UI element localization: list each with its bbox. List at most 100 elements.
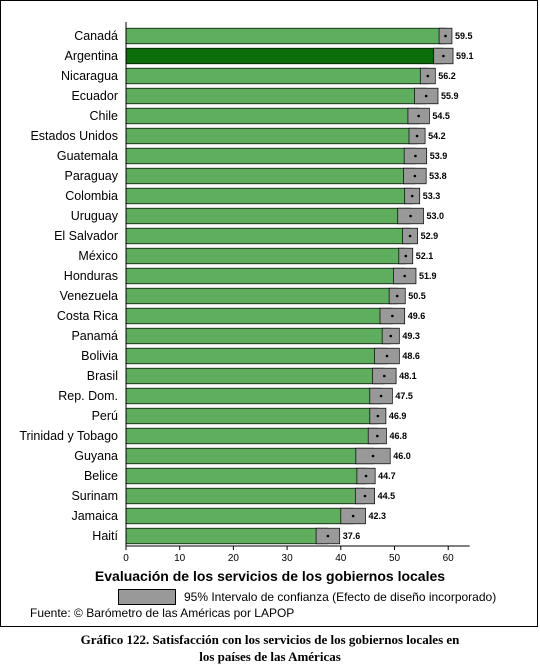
- category-label-5: Estados Unidos: [30, 129, 118, 143]
- point-marker-19: [376, 414, 380, 418]
- category-label-22: Belice: [84, 469, 118, 483]
- bar-14: [125, 307, 393, 325]
- category-label-2: Nicaragua: [61, 69, 118, 83]
- point-marker-25: [326, 534, 330, 538]
- bar-12: [125, 267, 406, 285]
- x-tick-label-5: 50: [389, 553, 401, 564]
- x-tick-label-3: 30: [282, 553, 294, 564]
- category-label-18: Rep. Dom.: [58, 389, 118, 403]
- bar-16: [125, 347, 388, 365]
- point-marker-7: [413, 174, 417, 178]
- point-marker-6: [414, 154, 417, 158]
- bar-7: [125, 167, 416, 185]
- value-label-7: 53.8: [429, 171, 447, 181]
- point-marker-16: [385, 354, 389, 358]
- bar-23: [125, 487, 366, 505]
- point-marker-24: [351, 514, 355, 518]
- bar-9: [125, 207, 411, 225]
- bar-24: [125, 507, 354, 525]
- point-marker-18: [379, 394, 383, 398]
- point-marker-20: [376, 434, 379, 438]
- value-label-0: 59.5: [455, 31, 473, 41]
- value-label-8: 53.3: [423, 191, 441, 201]
- value-label-18: 47.5: [395, 391, 413, 401]
- figure-caption: Gráfico 122. Satisfacción con los servic…: [0, 631, 540, 665]
- point-marker-9: [409, 214, 412, 218]
- bar-11: [125, 247, 407, 265]
- value-label-11: 52.1: [416, 251, 434, 261]
- value-label-3: 55.9: [441, 91, 459, 101]
- bar-10: [125, 227, 411, 245]
- value-label-4: 54.5: [432, 111, 450, 121]
- x-tick-label-1: 10: [174, 553, 186, 564]
- value-label-25: 37.6: [343, 531, 361, 541]
- category-label-1: Argentina: [64, 49, 118, 63]
- value-label-23: 44.5: [378, 491, 396, 501]
- point-marker-21: [371, 454, 375, 458]
- point-marker-3: [424, 94, 428, 98]
- category-label-9: Uruguay: [71, 209, 119, 223]
- value-label-17: 48.1: [399, 371, 417, 381]
- point-marker-13: [395, 294, 399, 298]
- category-label-19: Perú: [92, 409, 118, 423]
- category-label-12: Honduras: [64, 269, 118, 283]
- point-marker-11: [404, 254, 408, 258]
- bar-18: [125, 387, 382, 405]
- value-label-2: 56.2: [438, 71, 456, 81]
- bar-25: [125, 527, 329, 545]
- bar-5: [125, 127, 418, 145]
- category-label-8: Colombia: [65, 189, 118, 203]
- bar-13: [125, 287, 398, 305]
- value-label-6: 53.9: [430, 151, 448, 161]
- x-tick-label-2: 20: [228, 553, 240, 564]
- point-marker-10: [408, 234, 412, 238]
- value-label-15: 49.3: [402, 331, 420, 341]
- bar-6: [125, 147, 416, 165]
- category-label-4: Chile: [90, 109, 119, 123]
- category-label-6: Guatemala: [57, 149, 118, 163]
- category-label-13: Venezuela: [60, 289, 118, 303]
- x-axis-title: Evaluación de los servicios de los gobie…: [94, 568, 446, 584]
- bar-chart: Canadá 59.5 Argentina 59.1 Nicaragua 56.2 Ecua…: [19, 22, 474, 564]
- point-marker-23: [363, 494, 367, 498]
- category-label-7: Paraguay: [64, 169, 118, 183]
- value-label-22: 44.7: [378, 471, 396, 481]
- category-label-25: Haití: [92, 529, 118, 543]
- category-label-23: Surinam: [71, 489, 118, 503]
- value-label-1: 59.1: [456, 51, 474, 61]
- value-label-10: 52.9: [421, 231, 439, 241]
- bar-17: [125, 367, 385, 385]
- category-label-16: Bolivia: [81, 349, 118, 363]
- point-marker-14: [391, 314, 394, 318]
- bar-20: [125, 427, 378, 445]
- value-label-13: 50.5: [408, 291, 426, 301]
- category-label-3: Ecuador: [71, 89, 118, 103]
- value-label-14: 49.6: [408, 311, 426, 321]
- bar-21: [125, 447, 374, 465]
- point-marker-0: [444, 34, 447, 38]
- value-label-5: 54.2: [428, 131, 446, 141]
- bar-0: [125, 27, 446, 45]
- x-tick-label-4: 40: [335, 553, 347, 564]
- x-tick-label-6: 60: [443, 553, 455, 564]
- chart-frame: [0, 0, 538, 627]
- legend: 95% Intervalo de confianza (Efecto de di…: [118, 589, 496, 605]
- bar-15: [125, 327, 392, 345]
- bar-8: [125, 187, 413, 205]
- bar-3: [125, 87, 427, 105]
- value-label-9: 53.0: [426, 211, 444, 221]
- x-tick-label-0: 0: [123, 553, 129, 564]
- value-label-12: 51.9: [419, 271, 437, 281]
- point-marker-22: [364, 474, 368, 478]
- point-marker-4: [417, 114, 420, 118]
- legend-swatch-ci: [118, 589, 176, 605]
- point-marker-8: [410, 194, 414, 198]
- value-label-24: 42.3: [369, 511, 387, 521]
- category-label-15: Panamá: [71, 329, 118, 343]
- category-label-21: Guyana: [74, 449, 118, 463]
- source-note: Fuente: © Barómetro de las Américas por …: [30, 606, 295, 620]
- caption-line-1: Gráfico 122. Satisfacción con los servic…: [80, 632, 460, 647]
- caption-line-2: los países de las Américas: [199, 649, 341, 664]
- category-label-10: El Salvador: [54, 229, 118, 243]
- category-label-17: Brasil: [87, 369, 118, 383]
